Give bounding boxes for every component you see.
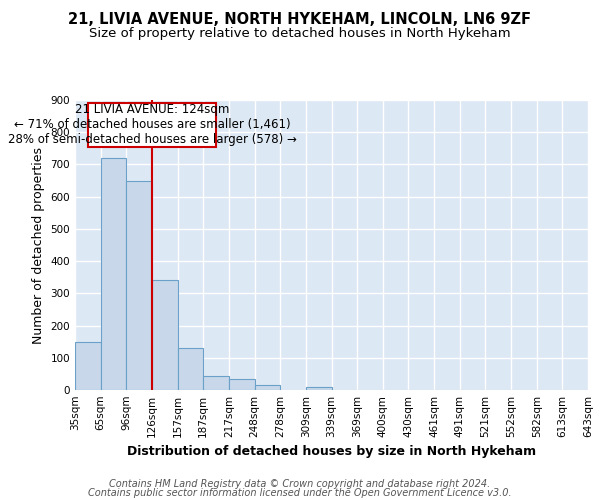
Bar	[101, 158, 127, 390]
Bar	[254, 385, 280, 390]
Bar	[306, 387, 331, 390]
Bar	[152, 280, 178, 390]
Text: Contains public sector information licensed under the Open Government Licence v3: Contains public sector information licen…	[88, 488, 512, 498]
Bar	[203, 376, 229, 390]
FancyBboxPatch shape	[88, 103, 216, 146]
Bar	[229, 380, 254, 390]
Text: Size of property relative to detached houses in North Hykeham: Size of property relative to detached ho…	[89, 28, 511, 40]
X-axis label: Distribution of detached houses by size in North Hykeham: Distribution of detached houses by size …	[127, 446, 536, 458]
Text: 21 LIVIA AVENUE: 124sqm
← 71% of detached houses are smaller (1,461)
28% of semi: 21 LIVIA AVENUE: 124sqm ← 71% of detache…	[8, 104, 296, 146]
Text: 21, LIVIA AVENUE, NORTH HYKEHAM, LINCOLN, LN6 9ZF: 21, LIVIA AVENUE, NORTH HYKEHAM, LINCOLN…	[68, 12, 532, 28]
Y-axis label: Number of detached properties: Number of detached properties	[32, 146, 45, 344]
Bar	[178, 348, 203, 390]
Text: Contains HM Land Registry data © Crown copyright and database right 2024.: Contains HM Land Registry data © Crown c…	[109, 479, 491, 489]
Bar	[75, 342, 101, 390]
Bar	[127, 180, 152, 390]
